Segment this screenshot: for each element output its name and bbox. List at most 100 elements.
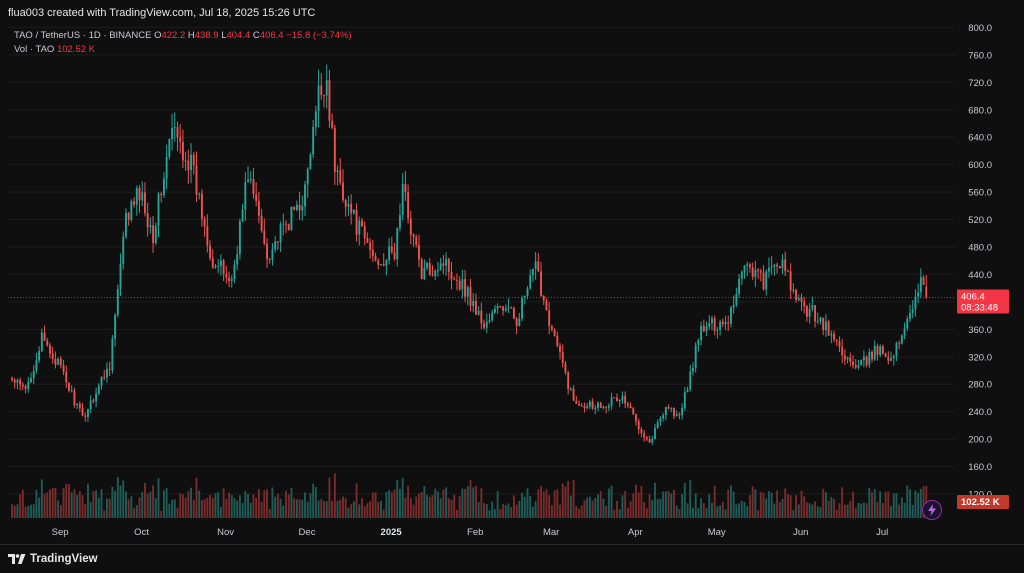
- volume-bar: [81, 495, 84, 518]
- candle-body: [401, 183, 404, 216]
- volume-bar: [160, 511, 163, 518]
- candle-body: [328, 80, 331, 121]
- time-tick-label: Jul: [876, 527, 888, 538]
- volume-bar: [567, 480, 570, 518]
- candle-body: [643, 433, 646, 438]
- candle-body: [336, 170, 339, 172]
- volume-bar: [795, 495, 798, 518]
- volume-bar: [656, 499, 659, 518]
- candle-body: [727, 322, 730, 324]
- chart-area[interactable]: 800.0 760.0 720.0 680.0 640.0 600.0 560.0 520.0…: [0, 24, 1024, 544]
- volume-bar: [841, 487, 844, 518]
- tradingview-logo-text: TradingView: [30, 553, 98, 565]
- volume-bar: [748, 495, 751, 518]
- bolt-icon[interactable]: [922, 500, 942, 520]
- candle-body: [244, 182, 247, 210]
- candle-body: [228, 277, 230, 281]
- volume-bar: [542, 491, 545, 518]
- candle-body: [909, 312, 911, 319]
- candle-body: [95, 393, 98, 402]
- volume-bar: [46, 492, 49, 518]
- volume-bar: [263, 490, 266, 518]
- time-tick-label: 2025: [381, 527, 403, 538]
- volume-bar: [572, 479, 575, 518]
- price-tick-label: 480.0: [968, 242, 992, 253]
- volume-bar: [705, 508, 708, 518]
- volume-bar: [355, 483, 358, 518]
- volume-bar: [287, 494, 290, 518]
- candle-body: [602, 406, 605, 408]
- candle-body: [700, 325, 703, 341]
- candle-body: [428, 262, 431, 276]
- volume-bar: [347, 507, 350, 518]
- candle-body: [876, 345, 879, 355]
- volume-bar: [599, 491, 602, 518]
- candle-body: [740, 271, 743, 279]
- volume-bar: [586, 497, 589, 518]
- volume-bar: [911, 504, 914, 518]
- price-chart-svg[interactable]: 800.0 760.0 720.0 680.0 640.0 600.0 560.0 520.0…: [0, 24, 1024, 544]
- price-tick-label: 600.0: [968, 160, 992, 171]
- candle-body: [333, 127, 336, 172]
- candle-body: [827, 321, 830, 336]
- volume-bar: [49, 489, 51, 518]
- candle-body: [350, 203, 353, 214]
- candle-body: [597, 402, 599, 408]
- candle-body: [249, 178, 252, 180]
- volume-bar: [507, 503, 510, 518]
- candle-body: [632, 408, 635, 415]
- volume-bar: [314, 486, 317, 518]
- candle-body: [143, 192, 146, 214]
- candle-body: [16, 380, 19, 383]
- candle-body: [895, 343, 898, 357]
- volume-bar: [76, 494, 79, 518]
- volume-bar: [789, 495, 792, 518]
- volume-bar: [903, 502, 906, 518]
- candle-body: [629, 405, 632, 409]
- volume-bar: [621, 495, 624, 518]
- candle-body: [748, 264, 751, 268]
- volume-bar: [849, 500, 852, 518]
- candle-body: [716, 329, 719, 331]
- volume-bar: [914, 490, 917, 518]
- volume-bar: [228, 492, 230, 518]
- candle-body: [32, 371, 35, 379]
- volume-bar: [89, 502, 92, 518]
- volume-bar: [214, 493, 217, 518]
- candle-body: [483, 323, 486, 328]
- candle-body: [640, 429, 643, 434]
- candle-body: [900, 335, 903, 344]
- volume-bar: [266, 489, 268, 518]
- volume-bar: [116, 477, 119, 518]
- volume-bar: [824, 492, 827, 518]
- tradingview-logo[interactable]: TradingView: [8, 553, 98, 565]
- volume-bar: [274, 496, 277, 518]
- volume-bar: [871, 492, 873, 518]
- candle-body: [759, 271, 762, 273]
- candle-body: [385, 260, 388, 266]
- candle-body: [925, 286, 928, 298]
- candle-body: [545, 300, 548, 311]
- volume-bar: [521, 492, 523, 518]
- candle-body: [683, 392, 686, 408]
- candle-body: [588, 401, 591, 407]
- footer-bar: TradingView: [0, 544, 1024, 573]
- volume-bar: [616, 500, 618, 518]
- volume-bar: [862, 502, 865, 518]
- candle-body: [518, 318, 521, 326]
- candle-body: [778, 266, 781, 269]
- volume-bar: [637, 492, 640, 518]
- volume-bar: [285, 490, 287, 518]
- candle-body: [181, 141, 184, 161]
- candle-body: [287, 224, 290, 231]
- candle-body: [569, 388, 572, 390]
- candle-body: [399, 215, 401, 228]
- volume-bar: [721, 501, 724, 518]
- price-tick-label: 680.0: [968, 105, 992, 116]
- volume-bar: [510, 507, 513, 518]
- volume-bar: [385, 491, 388, 518]
- volume-bar: [65, 483, 68, 518]
- volume-bar: [884, 491, 887, 518]
- volume-bar: [393, 489, 396, 518]
- candle-body: [380, 264, 382, 266]
